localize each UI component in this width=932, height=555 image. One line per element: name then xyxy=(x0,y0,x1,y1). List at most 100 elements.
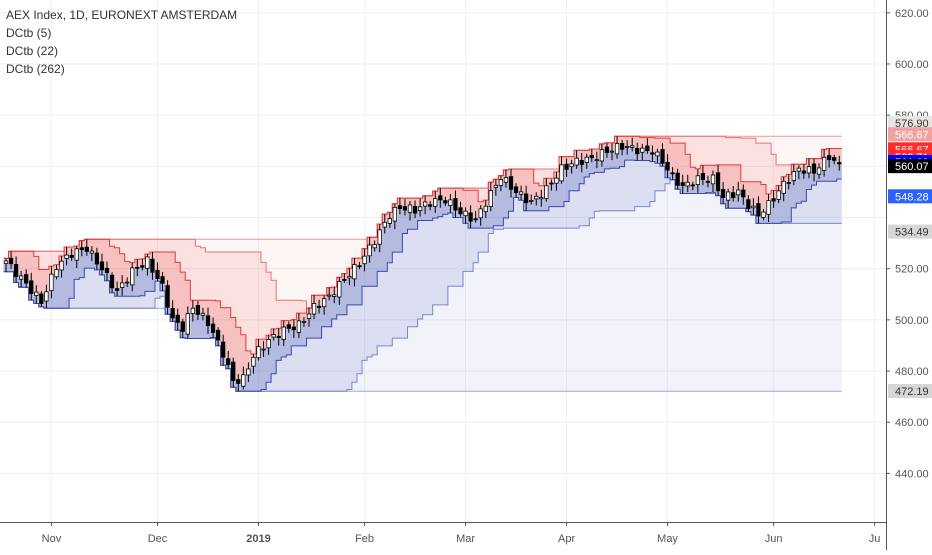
price-tag-label: 560.07 xyxy=(895,161,929,173)
candle-body xyxy=(225,358,231,366)
candle-body xyxy=(276,335,281,338)
candle-body xyxy=(296,320,302,333)
candle-body xyxy=(801,170,807,174)
candle-body xyxy=(549,182,554,185)
candle-body xyxy=(104,267,110,274)
candle-body xyxy=(523,193,529,204)
candle-body xyxy=(246,368,251,376)
price-tag-label: 548.28 xyxy=(895,191,929,203)
x-tick-label: Nov xyxy=(42,533,62,545)
candle-body xyxy=(140,265,145,268)
candle-body xyxy=(291,326,297,331)
candle-body xyxy=(392,206,398,222)
candle-body xyxy=(251,356,256,367)
candle-body xyxy=(771,198,776,202)
y-tick-label: 520.00 xyxy=(895,264,929,276)
candle-body xyxy=(786,181,791,184)
candle-body xyxy=(766,200,771,215)
candle-body xyxy=(412,205,418,214)
candle-body xyxy=(498,179,504,186)
candle-body xyxy=(170,308,175,319)
candle-body xyxy=(150,258,155,273)
candle-body xyxy=(619,143,625,150)
candle-body xyxy=(443,200,448,204)
candle-body xyxy=(352,264,357,280)
candle-body xyxy=(584,156,589,163)
candle-body xyxy=(125,281,130,284)
candle-body xyxy=(458,207,463,215)
candle-body xyxy=(448,199,453,206)
candle-body xyxy=(564,163,569,170)
candle-body xyxy=(357,265,362,268)
candle-body xyxy=(630,145,635,148)
x-tick-label: Feb xyxy=(355,533,374,545)
y-tick-label: 480.00 xyxy=(895,366,929,378)
candle-body xyxy=(513,186,519,194)
candle-body xyxy=(776,190,781,200)
candle-body xyxy=(135,266,140,269)
candle-body xyxy=(650,152,655,155)
candle-body xyxy=(635,147,640,155)
candle-body xyxy=(832,157,837,161)
candle-body xyxy=(241,374,246,387)
candle-body xyxy=(397,205,403,209)
candle-body xyxy=(372,244,377,249)
candle-body xyxy=(362,255,367,265)
candle-body xyxy=(544,185,549,199)
candle-body xyxy=(185,313,190,335)
candle-body xyxy=(599,149,605,162)
candle-body xyxy=(710,174,716,185)
candle-body xyxy=(200,312,206,316)
candle-body xyxy=(806,166,812,174)
candle-body xyxy=(79,247,84,251)
candle-body xyxy=(559,164,564,182)
candle-body xyxy=(74,248,79,261)
candle-body xyxy=(473,218,478,221)
candle-body xyxy=(796,167,802,172)
candle-body xyxy=(367,244,372,257)
candle-body xyxy=(332,294,337,297)
candle-body xyxy=(761,211,766,218)
candle-body xyxy=(94,252,100,265)
candle-body xyxy=(579,160,584,165)
candle-body xyxy=(791,171,796,181)
legend: AEX Index, 1D, EURONEXT AMSTERDAM DCtb (… xyxy=(6,6,237,78)
candle-body xyxy=(554,177,559,184)
candle-body xyxy=(271,334,276,338)
candle-body xyxy=(569,163,574,168)
price-tag-bg xyxy=(888,384,932,399)
candle-body xyxy=(508,176,514,190)
candle-body xyxy=(114,288,120,291)
candle-body xyxy=(645,145,650,152)
candle-body xyxy=(604,146,610,153)
candle-body xyxy=(488,190,493,208)
x-tick-label: 2019 xyxy=(246,533,270,545)
price-tag-label: 576.90 xyxy=(895,118,929,130)
candle-body xyxy=(438,195,443,201)
candle-body xyxy=(680,182,685,186)
candle-body xyxy=(826,155,832,161)
candle-body xyxy=(377,229,382,245)
candle-body xyxy=(311,303,317,315)
candle-body xyxy=(594,159,600,162)
candle-body xyxy=(685,181,690,187)
candle-body xyxy=(215,329,221,341)
x-tick-label: Dec xyxy=(148,533,168,545)
band-fill-lower-dctb-262 xyxy=(3,146,842,392)
candle-body xyxy=(59,260,64,271)
candle-body xyxy=(463,210,468,217)
candle-body xyxy=(670,172,675,175)
y-tick-label: 500.00 xyxy=(895,315,929,327)
candle-body xyxy=(705,180,711,183)
band-fill-lower-dctb-22 xyxy=(3,146,842,392)
candle-body xyxy=(433,198,438,207)
candle-body xyxy=(220,341,226,358)
candle-body xyxy=(518,191,524,195)
candle-body xyxy=(655,151,660,157)
candle-body xyxy=(337,281,342,298)
candle-body xyxy=(746,199,751,209)
chart-title: AEX Index, 1D, EURONEXT AMSTERDAM xyxy=(6,8,238,22)
candle-body xyxy=(614,143,620,155)
candle-body xyxy=(39,293,44,304)
